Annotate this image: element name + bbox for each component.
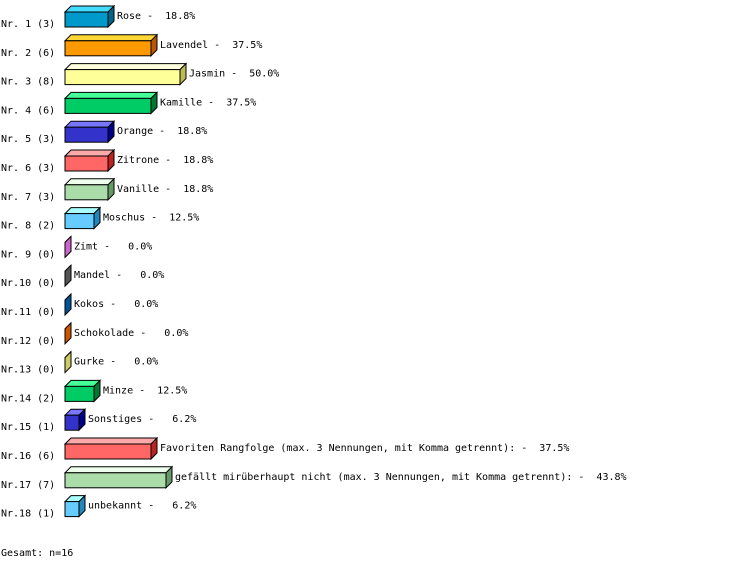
row-rank-label: Nr.12 (0) — [1, 336, 55, 347]
bar-value-label: Favoriten Rangfolge (max. 3 Nennungen, m… — [160, 443, 569, 454]
bar-value-label: gefällt mirüberhaupt nicht (max. 3 Nennu… — [175, 472, 627, 483]
bar-front — [64, 472, 167, 489]
bar-side — [64, 321, 72, 346]
bar-top — [63, 34, 159, 42]
bar-value-label: Kamille - 37.5% — [160, 97, 256, 108]
bar-value-label: Rose - 18.8% — [117, 11, 195, 22]
row-rank-label: Nr.17 (7) — [1, 480, 55, 491]
bar-top — [63, 91, 159, 99]
row-rank-label: Nr.16 (6) — [1, 451, 55, 462]
bar-value-label: Vanille - 18.8% — [117, 184, 213, 195]
bar-front — [64, 126, 109, 143]
bar-value-label: Zimt - 0.0% — [74, 241, 152, 252]
row-rank-label: Nr.14 (2) — [1, 393, 55, 404]
row-rank-label: Nr. 2 (6) — [1, 48, 55, 59]
bar-value-label: Zitrone - 18.8% — [117, 155, 213, 166]
row-rank-label: Nr. 8 (2) — [1, 221, 55, 232]
bar-top — [63, 63, 188, 71]
bar-front — [64, 97, 152, 114]
row-rank-label: Nr. 3 (8) — [1, 77, 55, 88]
bar-value-label: Orange - 18.8% — [117, 126, 207, 137]
bar-value-label: Jasmin - 50.0% — [189, 69, 279, 80]
bar-value-label: Kokos - 0.0% — [74, 299, 158, 310]
bar-top — [63, 178, 116, 186]
total-count: Gesamt: n=16 — [1, 548, 74, 559]
bar-top — [63, 149, 116, 157]
row-rank-label: Nr. 1 (3) — [1, 19, 55, 30]
row-rank-label: Nr. 7 (3) — [1, 192, 55, 203]
bar-value-label: Gurke - 0.0% — [74, 357, 158, 368]
row-rank-label: Nr.11 (0) — [1, 307, 55, 318]
bar-front — [64, 11, 109, 28]
bar-front — [64, 155, 109, 172]
bar-value-label: Moschus - 12.5% — [103, 213, 199, 224]
row-rank-label: Nr. 5 (3) — [1, 134, 55, 145]
bar-value-label: unbekannt - 6.2% — [88, 501, 196, 512]
row-rank-label: Nr. 9 (0) — [1, 249, 55, 260]
bar-side — [64, 350, 72, 374]
bar-top — [63, 120, 116, 128]
bar-front — [64, 414, 80, 431]
bar-top — [63, 437, 159, 445]
row-rank-label: Nr.13 (0) — [1, 365, 55, 376]
bar-side — [64, 235, 72, 259]
row-rank-label: Nr.10 (0) — [1, 278, 55, 289]
bar-value-label: Lavendel - 37.5% — [160, 40, 262, 51]
bar-side — [64, 292, 72, 317]
row-rank-label: Nr.15 (1) — [1, 422, 55, 433]
bar-front — [64, 213, 95, 230]
bar-front — [64, 443, 152, 460]
bar-front — [64, 501, 80, 518]
bar-top — [63, 5, 116, 13]
bar-side — [64, 263, 72, 288]
bar-front — [64, 385, 95, 402]
row-rank-label: Nr. 6 (3) — [1, 163, 55, 174]
bar-front — [64, 184, 109, 201]
bar-value-label: Schokolade - 0.0% — [74, 328, 188, 339]
row-rank-label: Nr.18 (1) — [1, 509, 55, 520]
bar-top — [63, 466, 174, 474]
bar-value-label: Minze - 12.5% — [103, 385, 187, 396]
bar-value-label: Sonstiges - 6.2% — [88, 414, 196, 425]
bar-front — [64, 69, 181, 86]
bar-front — [64, 40, 152, 57]
row-rank-label: Nr. 4 (6) — [1, 105, 55, 116]
bar-value-label: Mandel - 0.0% — [74, 270, 164, 281]
